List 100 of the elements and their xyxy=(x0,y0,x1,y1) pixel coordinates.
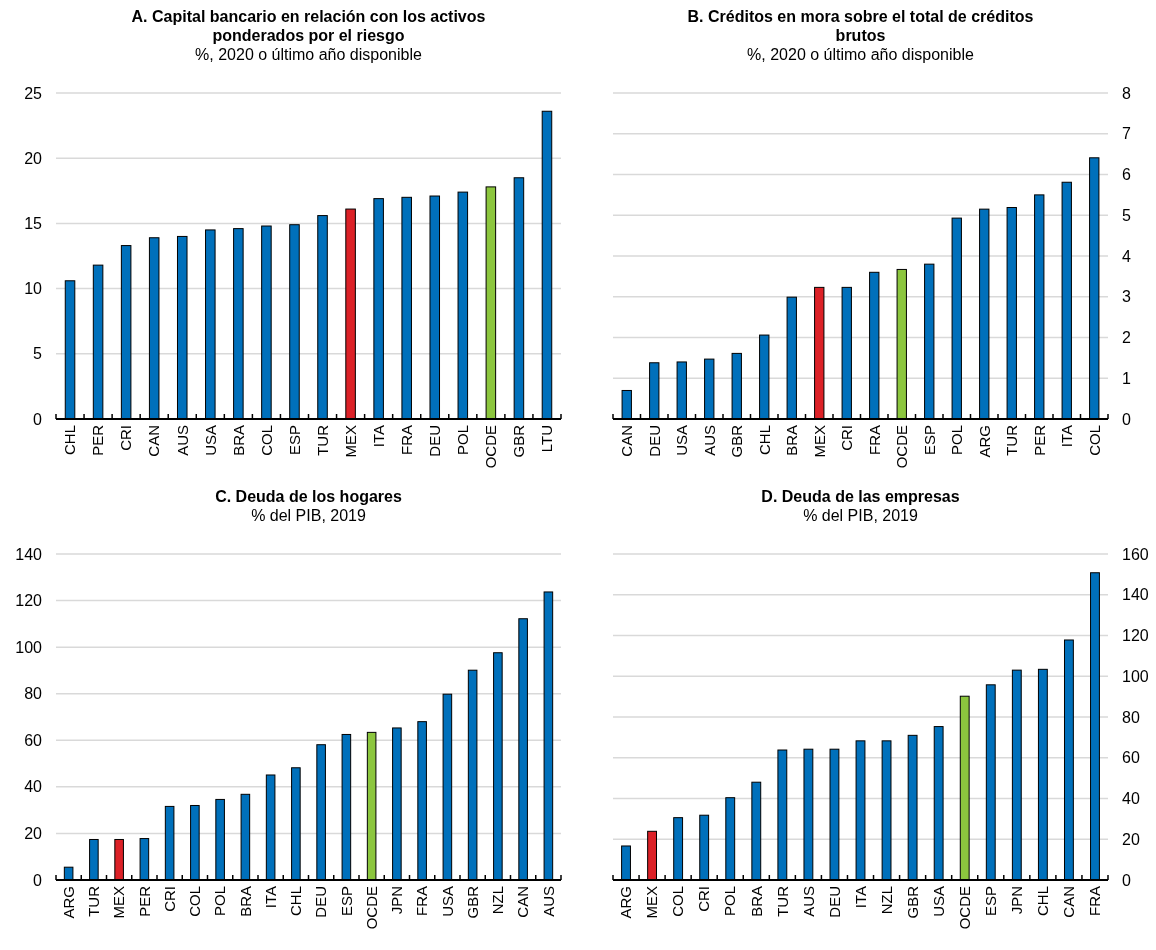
y2-tick-label: 80 xyxy=(1122,708,1140,726)
x-tick-label: CRI xyxy=(695,886,713,912)
y2-tick-label: 0 xyxy=(1122,410,1131,428)
x-tick-label: COL xyxy=(669,886,687,917)
y-tick-label: 20 xyxy=(24,149,43,167)
x-tick-label: ARG xyxy=(975,425,993,458)
y-tick-label: 40 xyxy=(24,778,43,796)
x-tick-label: USA xyxy=(201,425,219,456)
x-tick-label: GBR xyxy=(463,885,481,919)
x-tick-label: OCDE xyxy=(893,425,910,469)
chart-subtitle: % del PIB, 2019 xyxy=(803,507,918,524)
chart-title: C. Deuda de los hogares xyxy=(215,488,402,505)
x-tick-label: JPN xyxy=(388,886,406,915)
x-tick-label: ITA xyxy=(261,886,279,909)
x-tick-label: ITA xyxy=(1058,425,1075,448)
x-tick-label: TUR xyxy=(85,885,103,917)
x-tick-label: USA xyxy=(438,886,456,917)
y2-tick-label: 40 xyxy=(1122,790,1140,808)
x-tick-label: COL xyxy=(186,886,204,917)
y-tick-label: 120 xyxy=(15,592,43,610)
x-tick-label: ITA xyxy=(851,886,869,909)
y-tick-label: 20 xyxy=(24,825,43,843)
x-tick-label: PER xyxy=(135,885,153,917)
x-tick-label: POL xyxy=(454,425,472,456)
x-tick-label: CRI xyxy=(160,886,178,912)
y2-tick-label: 0 xyxy=(1122,871,1131,889)
x-tick-label: OCDE xyxy=(482,425,500,469)
y2-tick-label: 120 xyxy=(1122,627,1149,645)
chart-title: D. Deuda de las empresas xyxy=(761,488,960,505)
x-tick-label: MEX xyxy=(643,886,661,919)
x-tick-label: BRA xyxy=(229,425,247,456)
x-tick-label: COL xyxy=(257,425,275,456)
x-tick-label: CRI xyxy=(117,425,135,451)
x-tick-label: MEX xyxy=(110,886,128,919)
x-tick-label: ARG xyxy=(617,886,635,919)
x-tick-label: ESP xyxy=(920,425,938,456)
y2-tick-label: 140 xyxy=(1122,586,1149,604)
x-tick-label: POL xyxy=(211,886,229,917)
x-tick-label: USA xyxy=(929,886,947,917)
y-tick-label: 5 xyxy=(33,345,43,363)
y-tick-label: 80 xyxy=(24,685,43,703)
x-tick-label: FRA xyxy=(1086,886,1104,916)
x-tick-label: CHL xyxy=(1034,886,1052,917)
x-tick-label: CHL xyxy=(61,425,79,456)
x-tick-label: PER xyxy=(89,424,107,456)
chart-title: B. Créditos en mora sobre el total de créditos brutos xyxy=(687,8,1034,44)
x-tick-label: GBR xyxy=(903,885,921,919)
x-tick-label: CAN xyxy=(145,425,163,457)
y2-tick-label: 6 xyxy=(1122,166,1131,184)
x-tick-label: MEX xyxy=(341,425,359,458)
y-tick-label: 100 xyxy=(15,638,43,656)
x-tick-label: NZL xyxy=(489,886,507,915)
x-tick-label: TUR xyxy=(773,885,791,917)
x-tick-label: POL xyxy=(948,425,965,456)
x-tick-label: CHL xyxy=(287,886,305,917)
x-tick-label: OCDE xyxy=(362,886,380,930)
y-tick-label: 15 xyxy=(24,215,43,232)
x-tick-label: ITA xyxy=(369,425,387,448)
x-tick-label: JPN xyxy=(1008,886,1026,915)
chart-subtitle: %, 2020 o último año disponible xyxy=(747,46,975,63)
x-tick-label: TUR xyxy=(313,424,331,456)
x-tick-label: ESP xyxy=(337,886,355,917)
y2-tick-label: 5 xyxy=(1122,206,1131,224)
x-tick-label: OCDE xyxy=(955,886,973,930)
x-tick-label: FRA xyxy=(397,425,415,455)
y-tick-label: 10 xyxy=(24,280,43,298)
x-tick-label: CHL xyxy=(755,425,773,456)
x-tick-label: LTU xyxy=(538,425,556,453)
x-tick-label: AUS xyxy=(799,886,817,917)
y2-tick-label: 20 xyxy=(1122,830,1140,848)
y2-tick-label: 1 xyxy=(1122,369,1131,387)
chart-subtitle: % del PIB, 2019 xyxy=(251,507,366,524)
x-tick-label: COL xyxy=(1085,425,1103,456)
x-tick-label: GBR xyxy=(728,424,745,458)
x-tick-label: DEU xyxy=(825,886,843,918)
x-tick-label: ARG xyxy=(59,886,77,919)
x-tick-label: MEX xyxy=(810,425,828,458)
y2-tick-label: 60 xyxy=(1122,749,1140,767)
y-tick-label: 0 xyxy=(33,871,43,889)
y2-tick-label: 160 xyxy=(1122,545,1149,563)
x-tick-label: DEU xyxy=(426,425,443,457)
y2-tick-label: 2 xyxy=(1122,329,1131,347)
x-tick-label: FRA xyxy=(865,425,883,455)
x-tick-label: BRA xyxy=(747,886,765,917)
y-tick-label: 140 xyxy=(15,545,43,563)
y2-tick-label: 3 xyxy=(1122,288,1131,306)
chart-title: A. Capital bancario en relación con los activos ponderados por el riesgo xyxy=(131,8,486,44)
y-tick-label: 25 xyxy=(24,84,43,102)
x-tick-label: AUS xyxy=(539,886,557,917)
x-tick-label: USA xyxy=(673,425,690,456)
x-tick-label: DEU xyxy=(312,886,330,918)
x-tick-label: BRA xyxy=(783,425,800,456)
x-tick-label: CAN xyxy=(1060,886,1078,918)
y-tick-label: 60 xyxy=(24,731,43,749)
x-tick-label: ESP xyxy=(285,425,303,456)
x-tick-label: CRI xyxy=(838,425,855,451)
x-tick-label: GBR xyxy=(510,424,528,458)
x-tick-label: ESP xyxy=(982,886,1000,917)
y2-tick-label: 4 xyxy=(1122,247,1131,265)
y2-tick-label: 8 xyxy=(1122,84,1131,102)
